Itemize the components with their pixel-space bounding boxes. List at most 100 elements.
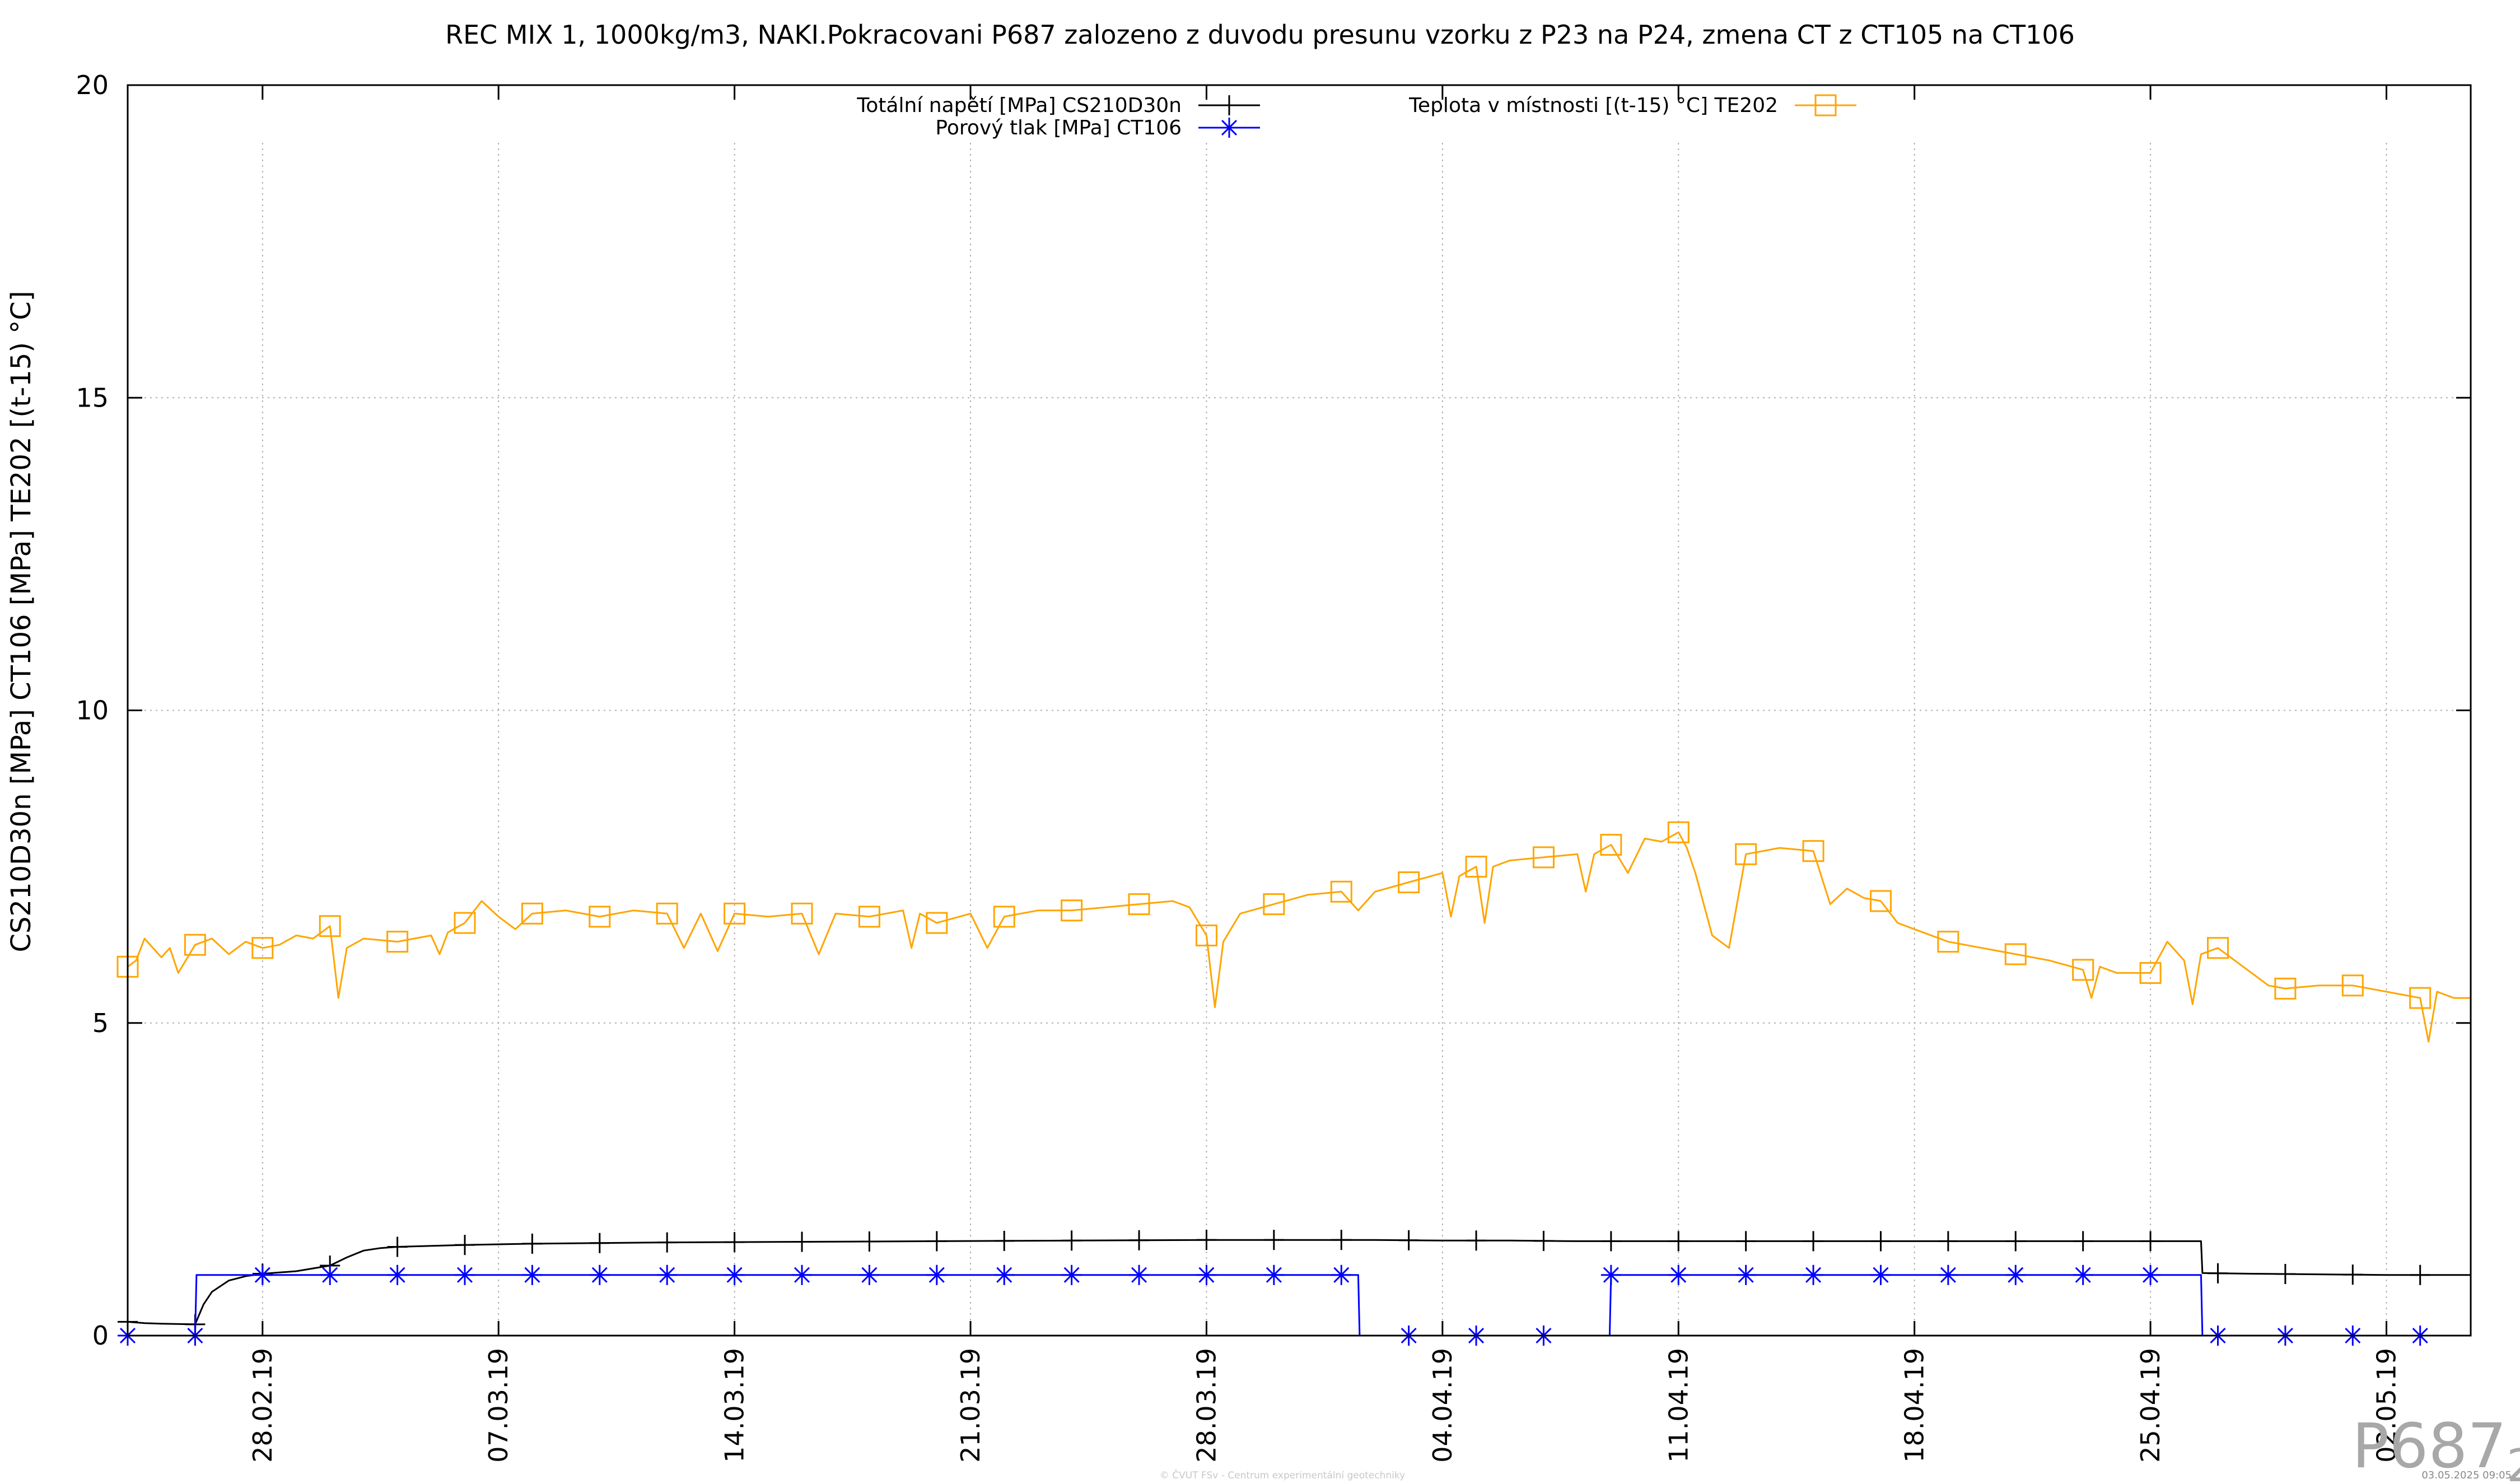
series-marker xyxy=(859,1231,880,1252)
series-marker xyxy=(1668,1264,1689,1285)
series-line xyxy=(127,831,2471,1043)
series-marker xyxy=(1600,834,1622,856)
series-marker xyxy=(1129,1230,1150,1250)
x-tick-label: 28.02.19 xyxy=(248,1348,278,1463)
series-marker xyxy=(1938,1264,1958,1285)
y-axis-label: CS210D30n [MPa] CT106 [MPa] TE202 [(t-15… xyxy=(6,291,37,952)
series-marker xyxy=(1195,924,1217,946)
series-marker xyxy=(1667,821,1690,843)
legend-entry: Teplota v místnosti [(t-15) °C] TE202 xyxy=(1408,94,1856,117)
series-marker xyxy=(724,1232,745,1253)
chart-title: REC MIX 1, 1000kg/m3, NAKI.Pokracovani P… xyxy=(445,20,2075,50)
series-marker xyxy=(1466,1230,1487,1251)
series-marker xyxy=(2341,974,2364,997)
series-marker xyxy=(2073,1231,2093,1252)
series-marker xyxy=(522,1264,543,1285)
series-marker xyxy=(657,1264,678,1285)
series-marker xyxy=(791,902,813,925)
series-marker xyxy=(1735,1264,1756,1285)
series-marker xyxy=(656,902,678,925)
watermark-text: P687 xyxy=(2352,1410,2507,1482)
series-marker xyxy=(320,1264,340,1285)
series-marker xyxy=(2409,987,2432,1009)
series-marker xyxy=(1128,893,1150,916)
series-marker xyxy=(2342,1264,2363,1285)
series-marker xyxy=(1735,1231,1756,1252)
series-marker xyxy=(1263,1230,1284,1250)
series-marker xyxy=(1263,893,1285,916)
series-marker xyxy=(994,1264,1015,1285)
y-tick-label: 0 xyxy=(92,1320,109,1351)
series-marker xyxy=(251,937,274,959)
y-tick-label: 15 xyxy=(76,382,109,413)
series-marker xyxy=(2004,943,2027,965)
series-marker xyxy=(1129,1264,1150,1285)
axis-ticks: 0 5 10 15 20 28.02.19 07.03.19 14.03.19 21.03.19… xyxy=(76,70,2471,1463)
series-marker xyxy=(926,1231,947,1252)
legend-swatch-marker xyxy=(1814,94,1837,116)
series-marker xyxy=(1331,1264,1352,1285)
series-marker xyxy=(1870,1231,1891,1252)
grid-lines xyxy=(128,143,2471,1336)
x-tick-label: 14.03.19 xyxy=(720,1348,750,1463)
series-marker xyxy=(1061,1230,1082,1251)
series-marker xyxy=(1938,1231,1958,1252)
series-marker xyxy=(1398,1230,1419,1250)
x-tick-label: 02.05.19 xyxy=(2371,1348,2401,1463)
x-tick-label: 04.04.19 xyxy=(1427,1348,1458,1463)
series-marker xyxy=(1803,1264,1824,1285)
series-3 xyxy=(116,821,2471,1043)
series-marker xyxy=(455,1235,475,1256)
legend-swatch-marker xyxy=(1219,118,1239,138)
series-marker xyxy=(1196,1264,1217,1285)
series-marker xyxy=(2005,1231,2026,1252)
series-marker xyxy=(589,1264,610,1285)
series-marker xyxy=(2139,962,2162,984)
series-marker xyxy=(1263,1264,1284,1285)
series-marker xyxy=(1061,1264,1082,1285)
series-marker xyxy=(319,915,341,937)
series-marker xyxy=(1668,1231,1689,1252)
series-marker xyxy=(1869,890,1892,912)
series-marker xyxy=(454,912,476,934)
series-marker xyxy=(858,906,880,928)
series-marker xyxy=(2005,1264,2026,1285)
series-marker xyxy=(1331,1230,1352,1250)
series-marker xyxy=(2208,1263,2228,1284)
series-marker xyxy=(589,906,611,928)
series-marker xyxy=(1870,1264,1891,1285)
series-marker xyxy=(1061,899,1083,922)
x-tick-label: 11.04.19 xyxy=(1663,1348,1693,1463)
series-marker xyxy=(2140,1231,2161,1252)
legend-entry: Totální napětí [MPa] CS210D30n xyxy=(856,94,1260,117)
series-marker xyxy=(926,1264,947,1285)
series-marker xyxy=(1398,871,1420,894)
legend-entry: Porový tlak [MPa] CT106 xyxy=(935,116,1260,139)
series-marker xyxy=(724,1264,745,1285)
legend-swatch-marker xyxy=(1219,95,1239,115)
legend-label: Teplota v místnosti [(t-15) °C] TE202 xyxy=(1408,94,1778,117)
x-tick-label: 25.04.19 xyxy=(2135,1348,2166,1463)
series-marker xyxy=(521,902,543,925)
series-marker xyxy=(994,1230,1015,1251)
series-marker xyxy=(184,934,206,956)
footer-credit: © ČVUT FSv - Centrum experimentální geot… xyxy=(1160,1469,1405,1481)
y-tick-label: 5 xyxy=(92,1008,109,1038)
series-marker xyxy=(1532,846,1555,869)
legend-label: Porový tlak [MPa] CT106 xyxy=(935,116,1182,139)
y-tick-label: 20 xyxy=(76,70,109,100)
series-marker xyxy=(2274,977,2297,1000)
series-marker xyxy=(724,902,746,925)
x-tick-label: 21.03.19 xyxy=(955,1348,986,1463)
series-marker xyxy=(2073,1264,2093,1285)
series-marker xyxy=(1803,1231,1824,1252)
series-marker xyxy=(2072,959,2094,981)
x-tick-label: 07.03.19 xyxy=(483,1348,514,1463)
series-marker xyxy=(455,1264,475,1285)
series-marker xyxy=(926,912,948,934)
series-marker xyxy=(1330,880,1352,903)
footer-timestamp: 03.05.2025 09:05 xyxy=(2421,1469,2512,1481)
series-marker xyxy=(993,906,1015,928)
